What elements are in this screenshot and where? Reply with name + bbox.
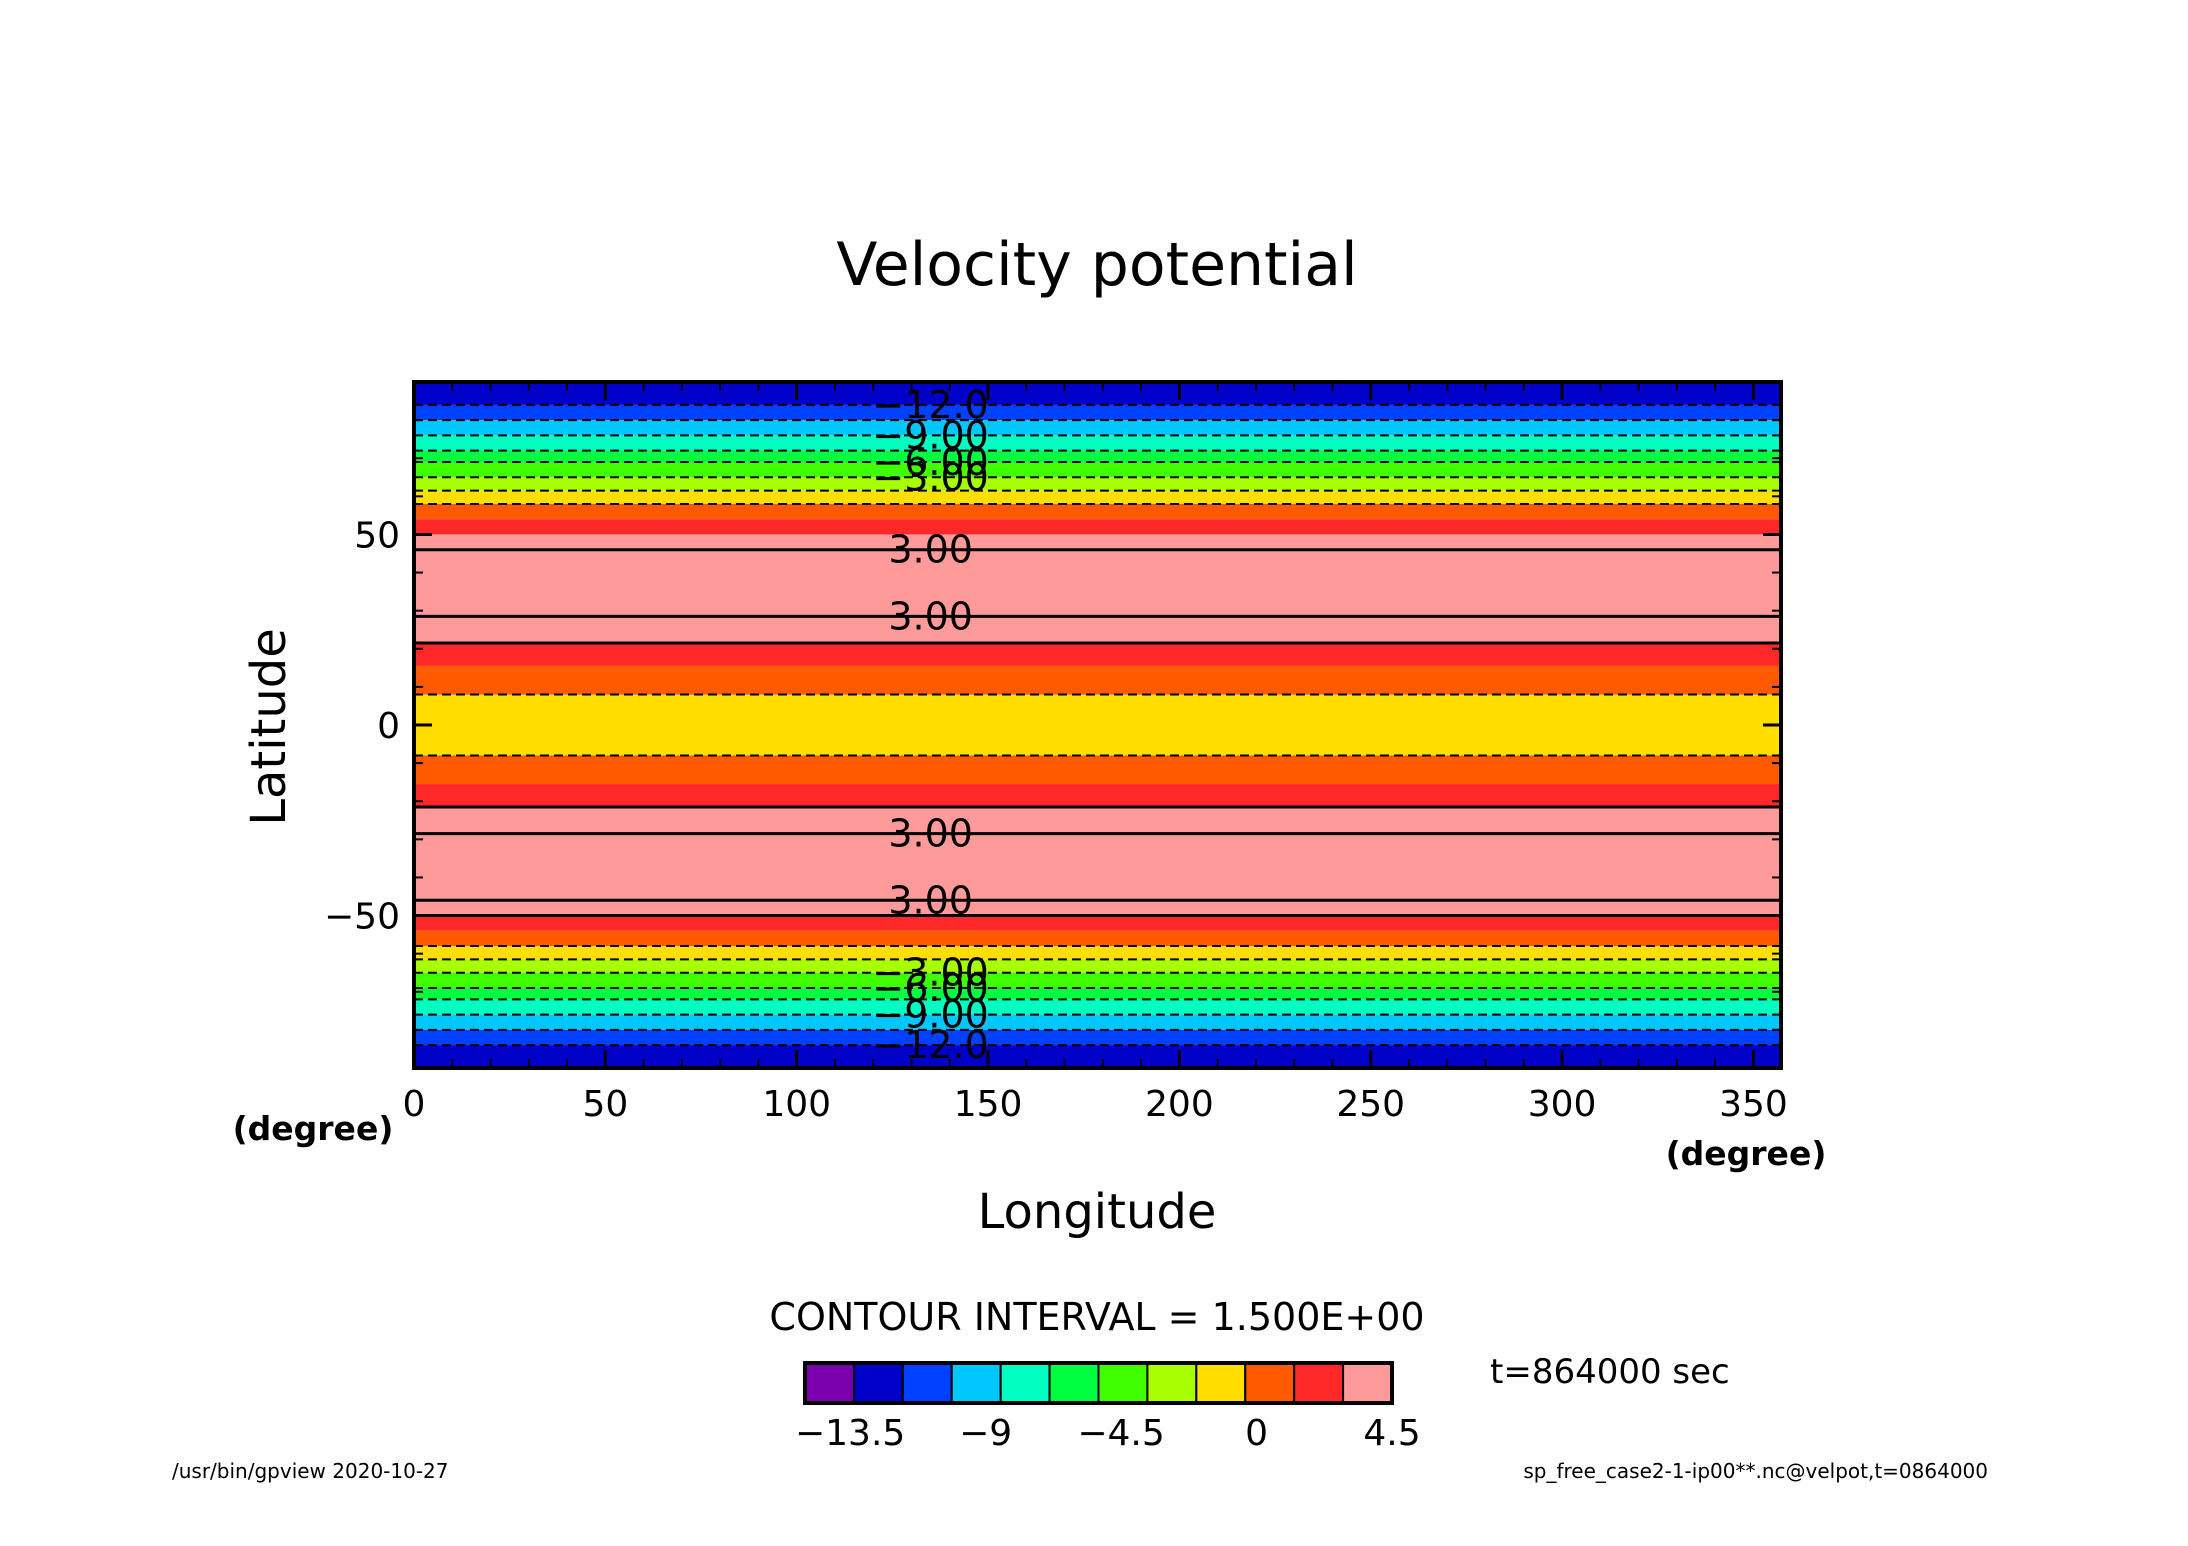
contour-band (414, 382, 1781, 405)
contour-band (414, 784, 1781, 807)
time-label: t=864000 sec (1490, 1352, 1730, 1392)
y-axis-title: Latitude (241, 628, 297, 826)
contour-band (414, 519, 1781, 535)
x-tick-label: 50 (582, 1084, 628, 1125)
contour-band (414, 503, 1781, 520)
contour-label: −12.0 (872, 1023, 988, 1067)
contour-band (414, 404, 1781, 421)
contour-band (414, 946, 1781, 960)
contour-band (414, 930, 1781, 947)
contour-label: −3.00 (872, 951, 988, 995)
colorbar-cell (1293, 1362, 1345, 1404)
x-tick-label: 200 (1145, 1084, 1214, 1125)
contour-band (414, 477, 1781, 491)
contour-band (414, 900, 1781, 916)
colorbar-tick-label: 0 (1245, 1413, 1268, 1454)
colorbar-frame (803, 1361, 1394, 1405)
plot-frame (412, 380, 1783, 1070)
contour-band (414, 915, 1781, 931)
contour-label: −9.00 (872, 993, 988, 1037)
footer-right: sp_free_case2-1-ip00**.nc@velpot,t=08640… (1523, 1459, 1988, 1483)
colorbar-cell (804, 1362, 855, 1404)
colorbar-tick-label: −13.5 (795, 1413, 905, 1454)
colorbar (803, 1361, 1394, 1405)
colorbar-cell (950, 1362, 1002, 1404)
y-tick-label: 0 (377, 706, 400, 747)
contour-band (414, 959, 1781, 973)
contour-band (414, 665, 1781, 695)
colorbar-cell (1048, 1362, 1100, 1404)
contour-label: 3.00 (888, 812, 973, 856)
colorbar-tick-label: −4.5 (1077, 1413, 1164, 1454)
contour-band (414, 435, 1781, 451)
contour-interval-label: CONTOUR INTERVAL = 1.500E+00 (769, 1295, 1424, 1339)
x-tick-label: 150 (954, 1084, 1023, 1125)
y-tick-label: −50 (324, 897, 400, 938)
x-axis-title: Longitude (978, 1184, 1217, 1240)
contour-band (414, 462, 1781, 478)
y-tick-labels: −50 0 50 (324, 515, 400, 937)
contour-band (414, 1045, 1781, 1068)
contour-band (414, 1029, 1781, 1046)
contour-label: −9.00 (872, 413, 988, 457)
contour-band (414, 806, 1781, 834)
contour-band (414, 833, 1781, 901)
contour-band (414, 549, 1781, 617)
colorbar-cell (852, 1362, 904, 1404)
contour-band (414, 420, 1781, 436)
x-axis-unit: (degree) (1666, 1134, 1827, 1173)
contour-band (414, 1014, 1781, 1030)
colorbar-tick-label: −9 (959, 1413, 1012, 1454)
contour-band (414, 987, 1781, 1000)
y-tick-label: 50 (354, 515, 400, 556)
x-tick-label: 0 (403, 1084, 426, 1125)
contour-label: 3.00 (888, 594, 973, 638)
colorbar-cell (1146, 1362, 1198, 1404)
contour-label: −3.00 (872, 455, 988, 499)
chart-title: Velocity potential (836, 230, 1357, 300)
x-tick-labels: 0 50 100 150 200 250 300 350 (403, 1084, 1788, 1125)
x-tick-label: 350 (1719, 1084, 1788, 1125)
colorbar-cell (999, 1362, 1051, 1404)
contour-label: −12.0 (872, 383, 988, 427)
contour-labels: −12.0−9.00−6.00−3.003.003.003.003.00−3.0… (872, 383, 988, 1067)
contour-band (414, 490, 1781, 504)
x-tick-label: 100 (762, 1084, 831, 1125)
colorbar-tick-label: 4.5 (1363, 1413, 1420, 1454)
contour-band (414, 999, 1781, 1015)
contour-band (414, 534, 1781, 550)
colorbar-cell (1244, 1362, 1296, 1404)
colorbar-cell (1097, 1362, 1149, 1404)
contour-band (414, 616, 1781, 644)
contour-band (414, 972, 1781, 988)
contour-fill-bands (414, 382, 1781, 1068)
contour-label: −6.00 (872, 966, 988, 1010)
x-tick-label: 300 (1528, 1084, 1597, 1125)
colorbar-labels: −13.5 −9 −4.5 0 4.5 (795, 1413, 1421, 1454)
contour-lines (414, 403, 1781, 1047)
contour-label: 3.00 (888, 878, 973, 922)
colorbar-cell (1342, 1362, 1394, 1404)
contour-band (414, 755, 1781, 785)
y-axis-unit: (degree) (233, 1109, 394, 1148)
contour-band (414, 694, 1781, 756)
colorbar-cell (901, 1362, 953, 1404)
contour-band (414, 643, 1781, 666)
contour-band (414, 450, 1781, 463)
contour-label: −6.00 (872, 440, 988, 484)
x-tick-label: 250 (1336, 1084, 1405, 1125)
colorbar-cell (1195, 1362, 1247, 1404)
footer-left: /usr/bin/gpview 2020-10-27 (172, 1459, 449, 1483)
contour-label: 3.00 (888, 528, 973, 572)
